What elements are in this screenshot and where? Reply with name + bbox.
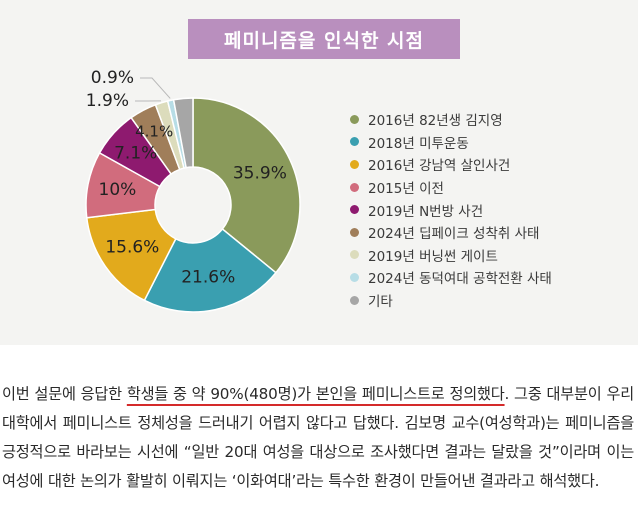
pie-slice-8 bbox=[172, 97, 194, 169]
legend-swatch bbox=[350, 114, 359, 124]
legend-swatch bbox=[350, 250, 359, 260]
legend-label: 2015년 이전 bbox=[368, 181, 444, 198]
legend-swatch bbox=[350, 159, 359, 169]
legend-item-1: 2018년 미투운동 bbox=[350, 131, 552, 154]
pie-slice-2 bbox=[85, 208, 177, 302]
data-label-21.6%: 21.6% bbox=[181, 267, 235, 287]
legend-item-4: 2019년 N번방 사건 bbox=[350, 198, 552, 221]
article-intro: 이번 설문에 응답한 bbox=[2, 385, 127, 403]
legend-label: 2016년 강남역 살인사건 bbox=[368, 158, 511, 175]
legend-item-3: 2015년 이전 bbox=[350, 176, 552, 199]
legend-swatch bbox=[350, 205, 359, 215]
chart-legend: 2016년 82년생 김지영 2018년 미투운동 2016년 강남역 살인사건 20… bbox=[350, 108, 552, 311]
legend-label: 2016년 82년생 김지영 bbox=[368, 113, 503, 130]
data-label-7.1%: 7.1% bbox=[114, 144, 157, 164]
data-label-1.9%: 1.9% bbox=[86, 91, 129, 111]
legend-label: 2024년 동덕여대 공학전환 사태 bbox=[368, 271, 552, 288]
legend-item-5: 2024년 딥페이크 성착취 사태 bbox=[350, 221, 552, 244]
donut-chart: 35.9% 21.6% 15.6% 10% 7.1% 4.1% 1.9% 0.9% bbox=[85, 68, 301, 313]
legend-label: 2019년 버닝썬 게이트 bbox=[368, 248, 498, 265]
legend-swatch bbox=[350, 272, 359, 282]
legend-item-0: 2016년 82년생 김지영 bbox=[350, 108, 552, 131]
legend-label: 2024년 딥페이크 성착취 사태 bbox=[368, 226, 540, 243]
pie-slice-0 bbox=[192, 97, 301, 274]
legend-item-6: 2019년 버닝썬 게이트 bbox=[350, 244, 552, 267]
legend-item-2: 2016년 강남역 살인사건 bbox=[350, 153, 552, 176]
legend-label: 기타 bbox=[368, 294, 393, 311]
data-label-4.1%: 4.1% bbox=[135, 123, 173, 141]
legend-label: 2018년 미투운동 bbox=[368, 135, 469, 152]
article-paragraph: 이번 설문에 응답한 학생들 중 약 90%(480명)가 본인을 페미니스트로… bbox=[2, 380, 634, 496]
legend-swatch bbox=[350, 182, 359, 192]
chart-title: 페미니즘을 인식한 시점 bbox=[188, 19, 460, 59]
legend-swatch bbox=[350, 227, 359, 237]
pie-slice-1 bbox=[143, 227, 277, 313]
chart-panel: 페미니즘을 인식한 시점 35.9% 21.6% 15.6% 10% 7.1% 4.1% 1… bbox=[0, 0, 638, 345]
legend-item-8: 기타 bbox=[350, 289, 552, 312]
highlighted-sentence: 학생들 중 약 90%(480명)가 본인을 페미니스트로 정의했다 bbox=[126, 385, 505, 403]
legend-label: 2019년 N번방 사건 bbox=[368, 203, 484, 220]
article-rest: . 그중 대부분이 우리대학에서 페미니스트 정체성을 드러내기 어렵지 않다고… bbox=[2, 385, 634, 490]
data-label-0.9%: 0.9% bbox=[91, 68, 134, 88]
legend-swatch bbox=[350, 295, 359, 305]
data-label-35.9%: 35.9% bbox=[233, 163, 287, 183]
article-text: 이번 설문에 응답한 학생들 중 약 90%(480명)가 본인을 페미니스트로… bbox=[2, 380, 634, 496]
leader-line-7 bbox=[140, 77, 171, 99]
legend-swatch bbox=[350, 137, 359, 147]
data-label-15.6%: 15.6% bbox=[105, 237, 159, 257]
data-label-10%: 10% bbox=[99, 180, 137, 200]
legend-item-7: 2024년 동덕여대 공학전환 사태 bbox=[350, 266, 552, 289]
